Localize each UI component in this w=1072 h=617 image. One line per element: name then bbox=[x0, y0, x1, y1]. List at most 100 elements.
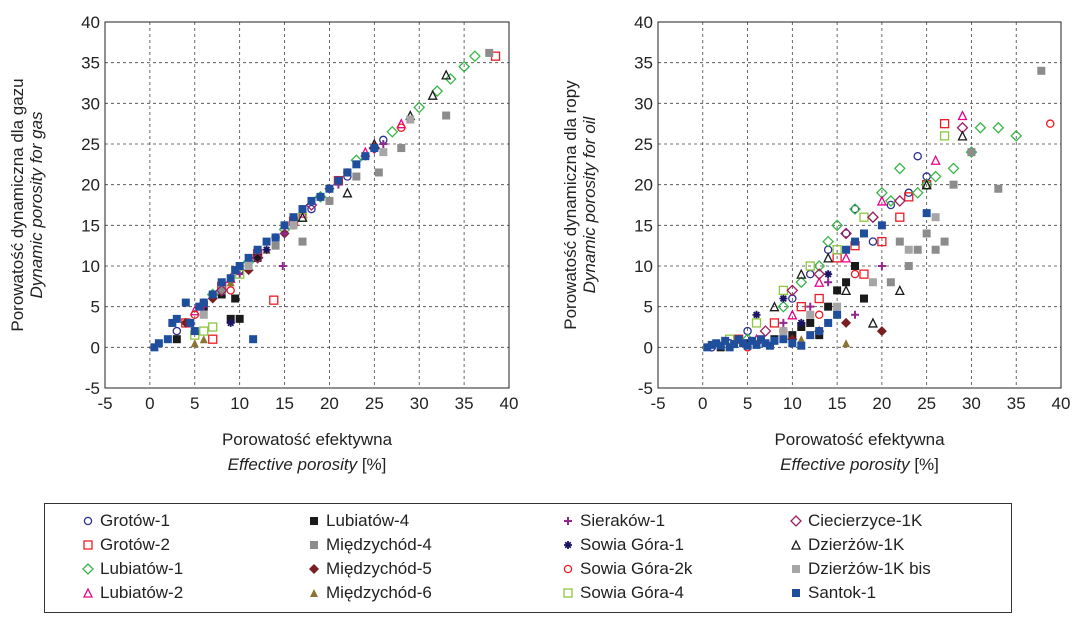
x-tick-label: 20 bbox=[872, 394, 891, 413]
series-sierakow-1 bbox=[779, 262, 886, 327]
plus-marker-icon bbox=[564, 517, 572, 525]
data-point bbox=[904, 192, 914, 202]
data-point bbox=[779, 318, 788, 327]
series-miedzychod-4 bbox=[886, 66, 1046, 287]
data-point bbox=[441, 69, 452, 80]
x-axis-label-en-text: Effective porosity bbox=[228, 455, 359, 474]
data-point bbox=[922, 229, 931, 238]
data-point bbox=[307, 196, 316, 205]
series-grotow-2 bbox=[181, 51, 501, 344]
legend-label: Lubiatów-1 bbox=[100, 559, 184, 578]
data-point bbox=[752, 310, 761, 319]
data-point bbox=[199, 326, 209, 336]
data-point bbox=[877, 236, 887, 247]
data-point bbox=[967, 148, 976, 157]
legend-label: Międzychód-4 bbox=[326, 535, 432, 554]
data-point bbox=[894, 284, 905, 296]
x-tick-labels: -5 0 5 10 15 20 25 30 35 40 bbox=[97, 394, 518, 413]
x-tick-label: 30 bbox=[410, 394, 429, 413]
y-tick-label: 5 bbox=[644, 298, 653, 317]
triangle-open-marker-icon bbox=[790, 539, 802, 550]
series-lubiatow-2 bbox=[751, 110, 968, 344]
data-point bbox=[777, 300, 790, 313]
data-point bbox=[208, 322, 218, 332]
data-point bbox=[833, 302, 842, 311]
data-point bbox=[334, 176, 343, 185]
x-tick-label: 25 bbox=[917, 394, 936, 413]
data-point bbox=[994, 184, 1003, 193]
data-point bbox=[397, 123, 406, 132]
x-tick-label: 10 bbox=[230, 394, 249, 413]
legend-label: Sieraków-1 bbox=[580, 511, 666, 530]
data-point bbox=[849, 203, 861, 215]
y-tick-labels: -5 0 5 10 15 20 25 30 35 40 bbox=[634, 13, 653, 398]
x-tick-label: 5 bbox=[743, 394, 752, 413]
data-point bbox=[824, 278, 833, 287]
data-point bbox=[298, 237, 307, 246]
data-point bbox=[805, 269, 815, 279]
y-tick-label: -5 bbox=[85, 379, 100, 398]
data-point bbox=[163, 335, 172, 344]
data-point bbox=[913, 245, 922, 254]
data-point bbox=[361, 152, 370, 161]
legend-label: Lubiatów-4 bbox=[326, 511, 410, 530]
y-tick-label: 10 bbox=[81, 257, 100, 276]
triangle-open-marker-icon bbox=[82, 587, 94, 598]
data-point bbox=[841, 252, 852, 263]
data-point bbox=[374, 168, 383, 177]
data-point bbox=[262, 237, 271, 246]
y-tick-label: 40 bbox=[634, 13, 653, 32]
x-tick-label: 5 bbox=[190, 394, 199, 413]
data-point bbox=[298, 205, 307, 214]
series-sowia-gora-2k bbox=[743, 119, 1055, 352]
data-point bbox=[814, 310, 824, 320]
y-tick-label: -5 bbox=[638, 379, 653, 398]
data-point bbox=[788, 339, 797, 348]
y-tick-label: 0 bbox=[91, 338, 100, 357]
data-point bbox=[325, 184, 334, 193]
data-point bbox=[911, 186, 924, 199]
data-point bbox=[725, 343, 734, 352]
data-point bbox=[244, 253, 253, 262]
data-point bbox=[939, 131, 950, 141]
x-tick-label: 40 bbox=[1052, 394, 1071, 413]
data-point bbox=[851, 262, 860, 270]
data-point bbox=[833, 310, 842, 319]
x-axis-unit-text: [%] bbox=[914, 455, 939, 474]
data-point bbox=[815, 327, 824, 336]
data-point bbox=[913, 151, 922, 161]
y-axis-label: Porowatość dynamiczna dla ropy bbox=[561, 80, 580, 330]
data-point bbox=[154, 339, 163, 348]
data-point bbox=[824, 270, 833, 279]
data-point bbox=[325, 196, 334, 205]
data-point bbox=[280, 229, 289, 238]
data-point bbox=[930, 154, 941, 165]
data-point bbox=[253, 253, 262, 262]
data-point bbox=[867, 211, 879, 224]
x-tick-label: 0 bbox=[698, 394, 707, 413]
x-axis-label: Porowatość efektywna bbox=[222, 430, 393, 449]
y-axis-label-en: Dynamic porosity for gas bbox=[27, 111, 46, 299]
data-point bbox=[262, 245, 271, 254]
data-point bbox=[877, 221, 886, 230]
data-point bbox=[1010, 129, 1023, 142]
data-point bbox=[813, 268, 826, 281]
chart-oil: -5 0 5 10 15 20 25 30 35 40 -5 0 5 10 15 20 25 30 35 40 Po… bbox=[561, 13, 1070, 474]
x-tick-label: 30 bbox=[962, 394, 981, 413]
data-point bbox=[939, 119, 950, 129]
data-point bbox=[931, 245, 940, 254]
data-point bbox=[215, 284, 228, 297]
data-point bbox=[150, 343, 159, 352]
series-grotow-1 bbox=[707, 151, 931, 352]
data-point bbox=[217, 278, 226, 287]
data-point bbox=[442, 111, 451, 120]
data-point bbox=[226, 286, 235, 295]
data-point bbox=[743, 341, 752, 350]
data-point bbox=[199, 335, 208, 344]
legend-label: Międzychód-5 bbox=[326, 559, 432, 578]
data-point bbox=[842, 278, 851, 287]
data-point bbox=[316, 192, 325, 201]
data-point bbox=[823, 252, 834, 263]
data-point bbox=[370, 144, 379, 153]
data-point bbox=[841, 317, 852, 328]
